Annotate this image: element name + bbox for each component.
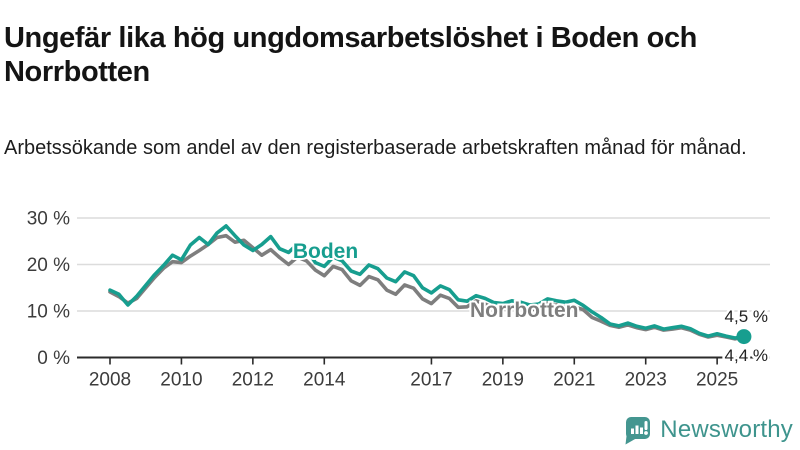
x-axis-tick-label: 2012: [232, 370, 274, 391]
x-axis-tick-label: 2014: [303, 370, 346, 391]
series-label-boden: Boden: [293, 240, 358, 263]
end-value-label: 4,5 %: [725, 307, 768, 326]
x-axis-tick-label: 2023: [625, 370, 667, 391]
brand-name: Newsworthy: [660, 416, 793, 443]
newsworthy-logo[interactable]: Newsworthy: [622, 415, 793, 445]
unemployment-line-chart: 0 % 10 % 20 % 30 % 2008 2010 2012 2014 2017 2019 2…: [0, 195, 800, 400]
x-axis-tick-label: 2017: [410, 370, 452, 391]
end-value-label: 4,4 %: [725, 346, 768, 365]
series-label-norrbotten: Norrbotten: [470, 299, 579, 322]
series-end-dot-boden: [736, 329, 752, 345]
x-axis-tick-label: 2025: [696, 370, 738, 391]
chart-subtitle: Arbetssökande som andel av den registerb…: [4, 137, 747, 159]
y-axis-tick-label: 30 %: [27, 209, 70, 230]
x-axis-tick-label: 2019: [482, 370, 524, 391]
x-axis-tick-label: 2010: [160, 370, 202, 391]
series-line-norrbotten: [108, 233, 746, 341]
y-axis-tick-label: 0 %: [37, 348, 70, 369]
page-title: Ungefär lika hög ungdomsarbetslöshet i B…: [4, 22, 697, 89]
x-axis-tick-label: 2008: [89, 370, 131, 391]
x-axis-tick-label: 2021: [553, 370, 595, 391]
y-axis-tick-label: 20 %: [27, 255, 70, 276]
bar-chart-speech-bubble-icon: [625, 417, 651, 445]
y-axis-tick-label: 10 %: [27, 302, 70, 323]
chart-canvas: 0 % 10 % 20 % 30 % 2008 2010 2012 2014 2017 2019 2…: [27, 209, 771, 391]
series-line-boden: [108, 224, 746, 340]
